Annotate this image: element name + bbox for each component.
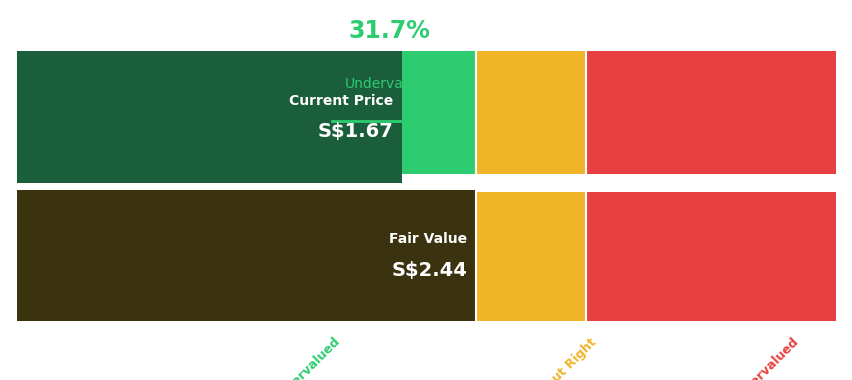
Text: 31.7%: 31.7%: [348, 19, 430, 43]
Text: S$2.44: S$2.44: [391, 261, 467, 280]
FancyBboxPatch shape: [475, 51, 585, 321]
Text: About Right: About Right: [530, 336, 598, 380]
FancyBboxPatch shape: [17, 51, 475, 321]
FancyBboxPatch shape: [585, 51, 835, 321]
Text: Current Price: Current Price: [289, 93, 394, 108]
Text: S$1.67: S$1.67: [318, 122, 394, 141]
FancyBboxPatch shape: [17, 190, 475, 321]
Text: Fair Value: Fair Value: [389, 232, 467, 246]
Text: 20% Undervalued: 20% Undervalued: [246, 336, 343, 380]
FancyBboxPatch shape: [17, 51, 401, 183]
Text: 20% Overvalued: 20% Overvalued: [711, 336, 801, 380]
FancyBboxPatch shape: [17, 174, 835, 192]
Text: Undervalued: Undervalued: [345, 77, 434, 91]
